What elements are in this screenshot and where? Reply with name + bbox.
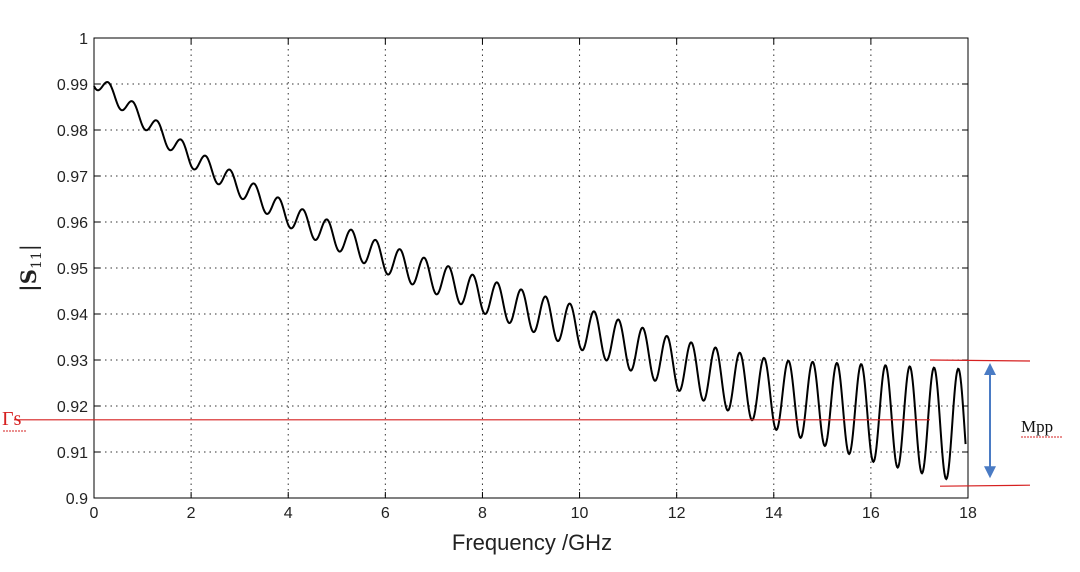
x-axis-title: Frequency /GHz [452,530,612,555]
mpp-label: Mpp [1021,417,1053,436]
x-tick-label: 4 [284,505,293,522]
x-tick-label: 18 [959,505,977,522]
x-tick-label: 8 [478,505,487,522]
grid [94,38,968,498]
y-tick-label: 0.98 [57,123,88,140]
y-tick-label: 0.96 [57,215,88,232]
x-tick-labels: 0 2 4 6 8 10 12 14 16 18 [90,505,977,522]
gamma-s-label: Γs [2,408,22,430]
mpp-upper-line [929,359,1031,362]
y-tick-label: 0.9 [66,491,88,508]
x-tick-label: 12 [668,505,686,522]
y-axis-title: |S11| [16,244,45,292]
tick-marks [93,37,969,499]
mpp-lower-line [939,484,1031,487]
y-tick-label: 0.93 [57,353,88,370]
y-tick-label: 0.95 [57,261,88,278]
arrow-head-up-icon [984,363,996,375]
y-tick-label: 0.94 [57,307,88,324]
y-tick-label: 1 [79,31,88,48]
x-tick-label: 14 [765,505,783,522]
y-tick-label: 0.97 [57,169,88,186]
x-tick-label: 6 [381,505,390,522]
x-tick-label: 10 [571,505,589,522]
x-tick-label: 2 [187,505,196,522]
y-tick-label: 0.91 [57,445,88,462]
x-tick-label: 0 [90,505,99,522]
y-tick-labels: 0.9 0.91 0.92 0.93 0.94 0.95 0.96 0.97 0.98 0.99 1 [57,31,88,508]
arrow-head-down-icon [984,466,996,479]
y-tick-label: 0.99 [57,77,88,94]
y-tick-label: 0.92 [57,399,88,416]
x-tick-label: 16 [862,505,880,522]
